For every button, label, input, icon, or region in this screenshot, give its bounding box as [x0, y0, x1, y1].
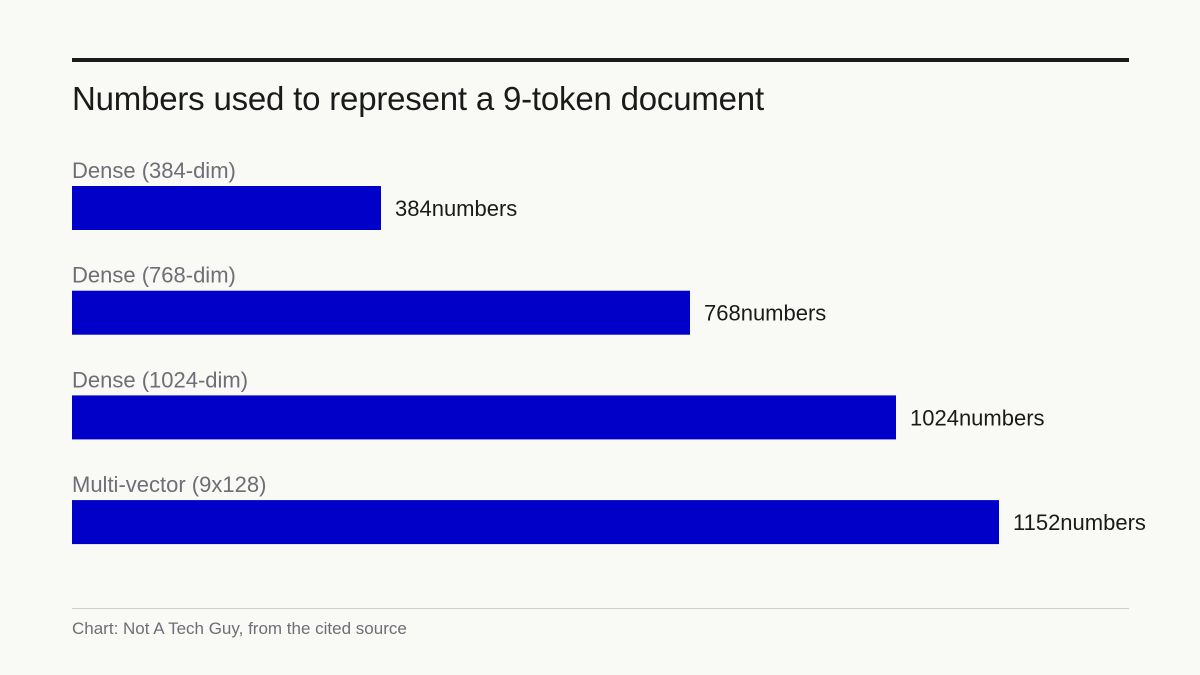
bar — [72, 395, 896, 440]
bar — [72, 500, 999, 545]
chart-title: Numbers used to represent a 9-token docu… — [72, 80, 764, 117]
data-label: 384numbers — [395, 196, 517, 221]
chart-source: Chart: Not A Tech Guy, from the cited so… — [72, 619, 407, 638]
bar — [72, 290, 690, 335]
bottom-rule — [72, 608, 1129, 609]
category-label: Dense (768-dim) — [72, 263, 236, 288]
data-label: 1024numbers — [910, 405, 1045, 430]
category-label: Multi-vector (9x128) — [72, 472, 266, 497]
bar — [72, 186, 381, 230]
data-label: 1152numbers — [1013, 510, 1146, 535]
top-rule — [72, 58, 1129, 62]
category-label: Dense (1024-dim) — [72, 367, 248, 392]
category-label: Dense (384-dim) — [72, 158, 236, 183]
data-label: 768numbers — [704, 301, 826, 326]
